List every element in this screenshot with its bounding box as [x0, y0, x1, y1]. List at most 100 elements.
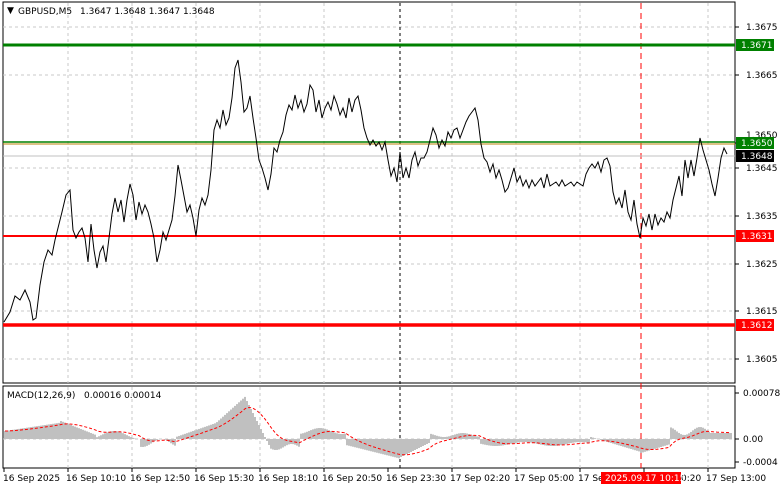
macd-bar — [142, 439, 144, 447]
macd-bar — [112, 431, 114, 439]
macd-bar — [94, 434, 96, 439]
macd-bar — [486, 439, 488, 446]
macd-bar — [50, 424, 52, 439]
macd-axis: 0.00078 0.00 -0.0004 — [735, 389, 780, 468]
macd-bar — [392, 439, 394, 457]
macd-bar — [122, 433, 124, 439]
macd-bar — [436, 435, 438, 439]
macd-bar — [42, 425, 44, 439]
macd-bar — [526, 439, 528, 443]
grid — [3, 3, 735, 468]
macd-bar — [270, 439, 272, 449]
macd-bar — [334, 432, 336, 439]
macd-bar — [180, 435, 182, 439]
macd-bar — [434, 435, 436, 439]
macd-bar — [118, 431, 120, 439]
macd-bar — [304, 432, 306, 439]
level-tag-text: 1.3612 — [741, 321, 773, 331]
collapse-arrow-icon[interactable]: ▼ — [7, 6, 14, 16]
macd-bar — [586, 439, 588, 443]
time-axis[interactable]: 16 Sep 2025 16 Sep 10:10 16 Sep 12:50 16… — [3, 468, 766, 484]
macd-bar — [286, 439, 288, 446]
macd-bar — [4, 431, 6, 439]
macd-bar — [32, 426, 34, 439]
macd-bar — [558, 439, 560, 446]
macd-bar — [492, 439, 494, 446]
macd-bar — [230, 409, 232, 439]
macd-bar — [52, 423, 54, 439]
macd-bar — [238, 402, 240, 439]
macd-bar — [68, 424, 70, 439]
macd-bar — [260, 429, 262, 439]
macd-bar — [638, 439, 640, 452]
macd-bar — [46, 424, 48, 439]
macd-bar — [700, 427, 702, 439]
macd-bar — [58, 422, 60, 439]
time-label: 16 Sep 12:50 — [130, 474, 190, 484]
macd-bar — [240, 400, 242, 439]
macd-bar — [562, 439, 564, 445]
macd-bar — [234, 405, 236, 439]
macd-bar — [528, 439, 530, 443]
macd-bar — [506, 439, 508, 445]
macd-bar — [120, 432, 122, 439]
macd-bar — [542, 439, 544, 446]
macd-bar — [226, 413, 228, 439]
macd-bar — [378, 439, 380, 454]
macd-bar — [622, 439, 624, 447]
macd-bar — [256, 421, 258, 439]
macd-signal-line — [5, 406, 731, 456]
macd-bar — [610, 439, 612, 443]
macd-bar — [716, 433, 718, 439]
macd-bar — [570, 439, 572, 444]
macd-bar — [462, 433, 464, 439]
macd-bar — [654, 439, 656, 449]
macd-bar — [398, 439, 400, 459]
macd-bar — [20, 428, 22, 439]
macd-bar — [350, 439, 352, 447]
macd-bar — [430, 433, 432, 439]
macd-bar — [108, 431, 110, 439]
macd-bar — [236, 404, 238, 439]
macd-bar — [80, 429, 82, 439]
macd-bar — [408, 439, 410, 453]
macd-bar — [424, 439, 426, 445]
macd-bar — [656, 439, 658, 449]
macd-bar — [388, 439, 390, 456]
macd-panel[interactable] — [2, 385, 736, 469]
macd-bar — [176, 436, 178, 439]
macd-bar — [244, 396, 246, 439]
macd-bar — [364, 439, 366, 450]
macd-bar — [426, 439, 428, 444]
macd-bar — [216, 422, 218, 439]
macd-bar — [466, 433, 468, 439]
macd-bar — [242, 398, 244, 439]
macd-bar — [370, 439, 372, 452]
macd-bar — [114, 431, 116, 439]
macd-bar — [278, 439, 280, 450]
price-tick: 1.3615 — [746, 307, 778, 317]
macd-bar — [340, 433, 342, 439]
macd-bar — [292, 439, 294, 445]
macd-bar — [444, 436, 446, 439]
macd-bar — [688, 433, 690, 439]
time-highlight-text: 2025.09.17 10:15 — [605, 474, 685, 484]
macd-bar — [548, 439, 550, 446]
macd-bar — [660, 439, 662, 447]
macd-bar — [182, 434, 184, 439]
macd-bar — [24, 428, 26, 439]
macd-bar — [262, 433, 264, 439]
macd-bar — [680, 434, 682, 439]
macd-bar — [400, 439, 402, 457]
macd-bar — [78, 428, 80, 439]
macd-bar — [66, 423, 68, 439]
price-tick: 1.3635 — [746, 212, 778, 222]
macd-bar — [232, 407, 234, 439]
macd-bar — [484, 439, 486, 445]
macd-bar — [694, 428, 696, 439]
price-axis[interactable]: 1.3675 1.3665 1.3650 1.3645 1.3635 1.362… — [735, 23, 778, 365]
macd-bar — [170, 439, 172, 444]
level-tag-text: 1.3650 — [741, 139, 773, 149]
macd-bar — [412, 439, 414, 451]
